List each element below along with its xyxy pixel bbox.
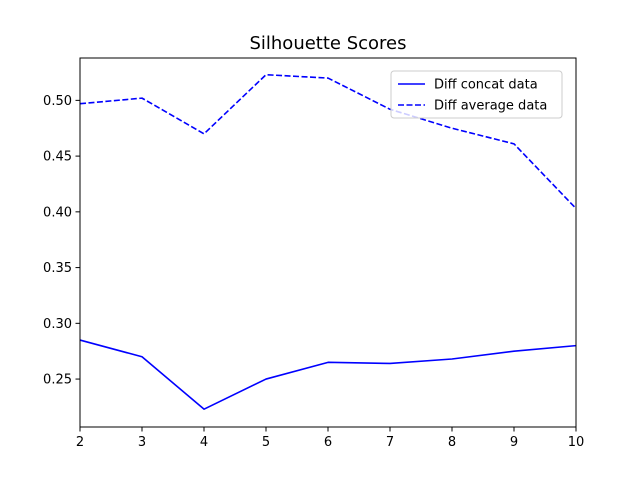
x-tick-label: 8 [448, 435, 456, 450]
data-point [451, 127, 453, 129]
data-point [203, 133, 205, 135]
y-tick-label: 0.30 [43, 317, 72, 332]
chart-title: Silhouette Scores [249, 33, 406, 54]
data-point [451, 358, 453, 360]
y-tick-label: 0.35 [43, 261, 72, 276]
x-tick-label: 3 [138, 435, 146, 450]
x-tick-label: 6 [324, 435, 332, 450]
data-point [513, 350, 515, 352]
y-tick-label: 0.50 [43, 94, 72, 109]
x-tick-label: 9 [510, 435, 518, 450]
data-point [265, 74, 267, 76]
data-point [327, 362, 329, 364]
x-tick-label: 10 [568, 435, 585, 450]
x-tick-label: 5 [262, 435, 270, 450]
series-layer [79, 73, 577, 410]
y-tick-label: 0.45 [43, 150, 72, 165]
legend-box [390, 70, 563, 119]
x-tick-label: 2 [76, 435, 84, 450]
legend: Diff concat data Diff average data [390, 70, 563, 119]
data-point [141, 97, 143, 99]
y-tick-label: 0.40 [43, 205, 72, 220]
data-point [203, 408, 205, 410]
data-point [327, 77, 329, 79]
data-point [513, 143, 515, 145]
x-tick-label: 4 [200, 435, 208, 450]
data-point [389, 363, 391, 365]
legend-label-1: Diff concat data [434, 78, 538, 93]
data-point [141, 356, 143, 358]
y-tick-label: 0.25 [43, 373, 72, 388]
axes-layer: 2 3 4 5 6 7 8 9 10 0.25 0.30 0.35 0.40 0.45 0.50 [43, 94, 584, 450]
series-line-2 [79, 73, 577, 210]
series-line-1 [79, 339, 577, 410]
data-point [265, 378, 267, 380]
legend-label-2: Diff average data [434, 99, 547, 114]
x-tick-label: 7 [386, 435, 394, 450]
